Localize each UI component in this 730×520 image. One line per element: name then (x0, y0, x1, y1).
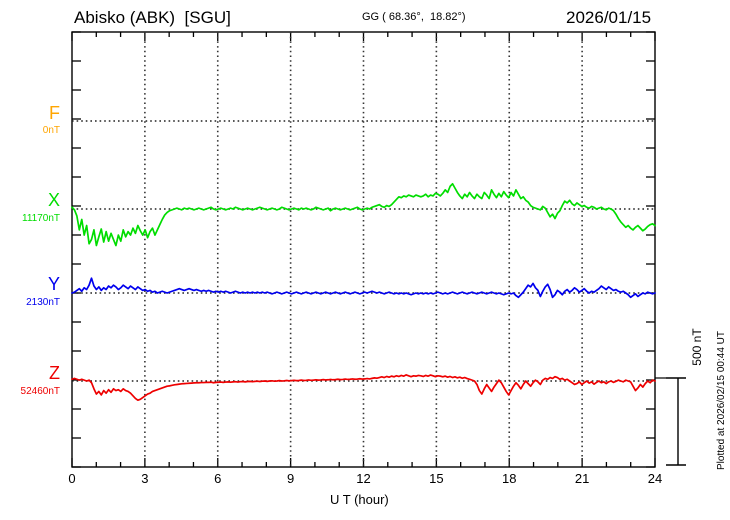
page-title: Abisko (ABK) [SGU] (74, 8, 231, 27)
component-label-x: X (47, 190, 60, 210)
observation-date: 2026/01/15 (566, 8, 652, 27)
component-baseline-x: 11170nT (22, 213, 60, 224)
x-tick-label: 9 (287, 471, 295, 486)
x-tick-label: 15 (429, 471, 444, 486)
station-coordinates: GG ( 68.36°, 18.82°) (362, 11, 466, 23)
x-tick-label: 18 (502, 471, 517, 486)
plotted-at-timestamp: Plotted at 2026/02/15 00:44 UT (716, 331, 727, 470)
component-baseline-f: 0nT (42, 125, 60, 136)
x-tick-label: 21 (574, 471, 590, 486)
x-tick-label: 6 (214, 471, 222, 486)
x-tick-label: 3 (141, 471, 149, 486)
component-label-f: F (49, 103, 60, 123)
component-baseline-y: 2130nT (26, 297, 60, 308)
x-tick-label: 0 (68, 471, 76, 486)
x-tick-label: 24 (647, 471, 663, 486)
component-label-z: Z (49, 363, 60, 383)
component-baseline-z: 52460nT (20, 386, 60, 397)
scale-bar-label: 500 nT (690, 328, 704, 366)
x-tick-label: 12 (356, 471, 371, 486)
component-label-y: Y (47, 274, 60, 294)
x-axis-title: U T (hour) (330, 492, 389, 507)
